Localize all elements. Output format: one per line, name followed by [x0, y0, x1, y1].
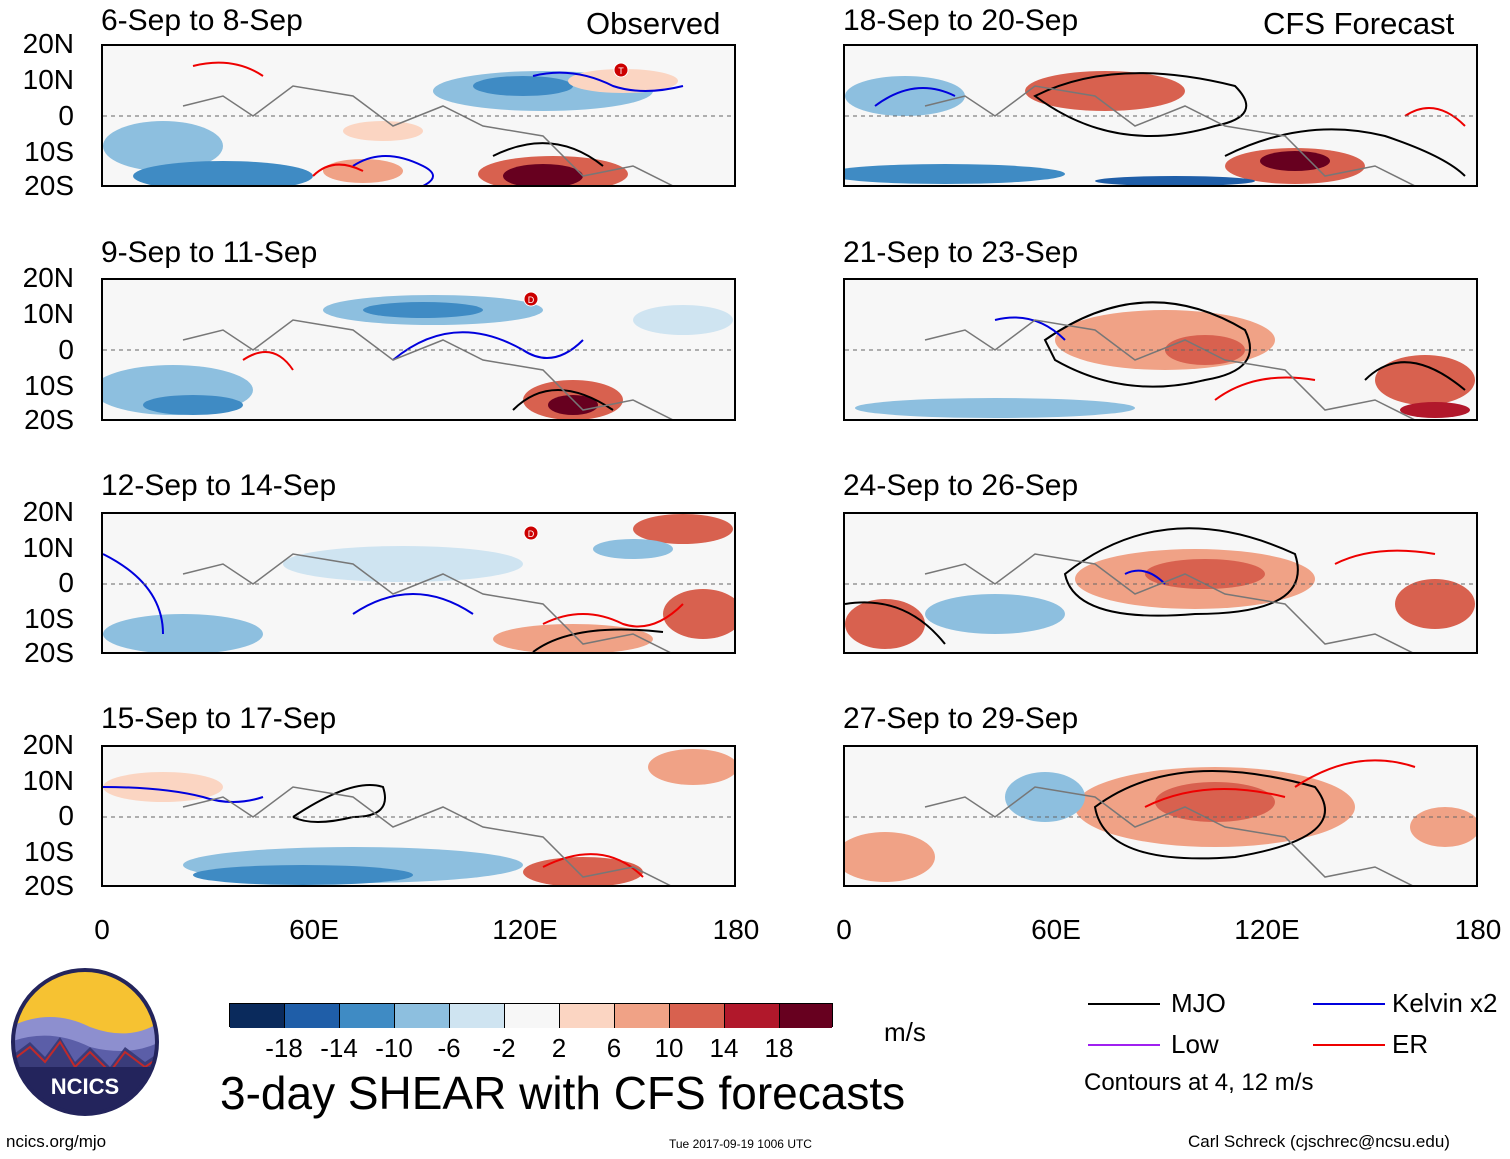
- lat-label: 0: [58, 334, 74, 365]
- map-panel-left-4: [101, 745, 736, 887]
- colorbar: [229, 1003, 833, 1028]
- storm-marker: T: [618, 66, 624, 76]
- panel-title-right-3: 24-Sep to 26-Sep: [843, 469, 1079, 502]
- colorbar-label: 10: [654, 1033, 684, 1063]
- storm-marker: D: [528, 529, 535, 539]
- map-panel-right-1: [843, 44, 1478, 187]
- map-panel-left-3: D: [101, 512, 736, 654]
- map-panel-left-2: D: [101, 278, 736, 421]
- lat-label: 10S: [24, 836, 74, 867]
- main-title: 3-day SHEAR with CFS forecasts: [220, 1067, 906, 1119]
- panel-title-left-3: 12-Sep to 14-Sep: [101, 469, 337, 502]
- lat-label: 10S: [24, 370, 74, 401]
- ncics-logo: NCICS: [10, 967, 160, 1117]
- map-panel-right-2: [843, 278, 1478, 421]
- legend-label-mjo: MJO: [1171, 988, 1226, 1018]
- panel-title-right-1: 18-Sep to 20-Sep: [843, 4, 1079, 37]
- lon-label: 0: [94, 914, 110, 945]
- colorbar-label: 6: [606, 1033, 622, 1063]
- panel-title-right-4: 27-Sep to 29-Sep: [843, 702, 1079, 735]
- lat-label: 20N: [22, 262, 74, 293]
- lat-label: 10S: [24, 136, 74, 167]
- colorbar-swatch: [340, 1004, 395, 1028]
- colorbar-swatch: [505, 1004, 560, 1028]
- colorbar-label: -6: [437, 1033, 461, 1063]
- legend-swatch-mjo: [1088, 1003, 1160, 1005]
- forecast-header: CFS Forecast: [1263, 6, 1455, 41]
- panel-title-left-2: 9-Sep to 11-Sep: [101, 236, 318, 269]
- panel-title-left-1: 6-Sep to 8-Sep: [101, 4, 303, 37]
- legend-label-kelvin: Kelvin x2: [1392, 988, 1498, 1018]
- lat-label: 10N: [22, 64, 74, 95]
- logo-text: NCICS: [51, 1074, 119, 1099]
- colorbar-swatch: [450, 1004, 505, 1028]
- lat-label: 10N: [22, 298, 74, 329]
- lat-label: 10N: [22, 532, 74, 563]
- lat-label: 10N: [22, 765, 74, 796]
- lat-label: 20N: [22, 28, 74, 59]
- lon-label: 120E: [1234, 914, 1300, 945]
- colorbar-swatch: [560, 1004, 615, 1028]
- colorbar-label: -14: [320, 1033, 358, 1063]
- colorbar-swatch: [285, 1004, 340, 1028]
- lat-label: 20S: [24, 404, 74, 435]
- map-panel-left-1: T: [101, 44, 736, 187]
- lon-label: 60E: [1031, 914, 1081, 945]
- lon-label: 120E: [492, 914, 558, 945]
- footer-author: Carl Schreck (cjschrec@ncsu.edu): [1188, 1132, 1450, 1151]
- lat-label: 20N: [22, 729, 74, 760]
- lat-label: 10S: [24, 603, 74, 634]
- lon-label: 0: [836, 914, 852, 945]
- lon-label: 180: [712, 914, 760, 945]
- legend-swatch-kelvin: [1313, 1003, 1385, 1005]
- map-panel-right-3: [843, 512, 1478, 654]
- lat-label: 20S: [24, 870, 74, 901]
- colorbar-label: -2: [492, 1033, 516, 1063]
- colorbar-swatch: [725, 1004, 780, 1028]
- panel-title-left-4: 15-Sep to 17-Sep: [101, 702, 337, 735]
- colorbar-label: -10: [375, 1033, 413, 1063]
- legend-label-er: ER: [1392, 1029, 1429, 1059]
- colorbar-label: 2: [551, 1033, 567, 1063]
- colorbar-label: -18: [265, 1033, 303, 1063]
- legend-swatch-er: [1313, 1044, 1385, 1046]
- colorbar-swatch: [615, 1004, 670, 1028]
- lat-label: 20N: [22, 496, 74, 527]
- lat-label: 0: [58, 800, 74, 831]
- storm-marker: D: [528, 295, 535, 305]
- lat-label: 0: [58, 100, 74, 131]
- colorbar-swatch: [670, 1004, 725, 1028]
- colorbar-swatch: [395, 1004, 450, 1028]
- legend-swatch-low: [1088, 1044, 1160, 1046]
- colorbar-label: 18: [764, 1033, 794, 1063]
- contours-note: Contours at 4, 12 m/s: [1084, 1069, 1314, 1096]
- map-panel-right-4: [843, 745, 1478, 887]
- lon-label: 180: [1454, 914, 1502, 945]
- lat-label: 0: [58, 567, 74, 598]
- lat-label: 20S: [24, 170, 74, 201]
- colorbar-label: 14: [709, 1033, 739, 1063]
- footer-url: ncics.org/mjo: [6, 1132, 107, 1151]
- colorbar-swatch: [230, 1004, 285, 1028]
- lat-label: 20S: [24, 637, 74, 668]
- legend-label-low: Low: [1171, 1029, 1219, 1059]
- colorbar-swatch: [780, 1004, 832, 1028]
- panel-title-right-2: 21-Sep to 23-Sep: [843, 236, 1079, 269]
- footer-timestamp: Tue 2017-09-19 1006 UTC: [669, 1137, 812, 1151]
- lon-label: 60E: [289, 914, 339, 945]
- colorbar-units: m/s: [884, 1017, 926, 1047]
- observed-header: Observed: [586, 6, 721, 41]
